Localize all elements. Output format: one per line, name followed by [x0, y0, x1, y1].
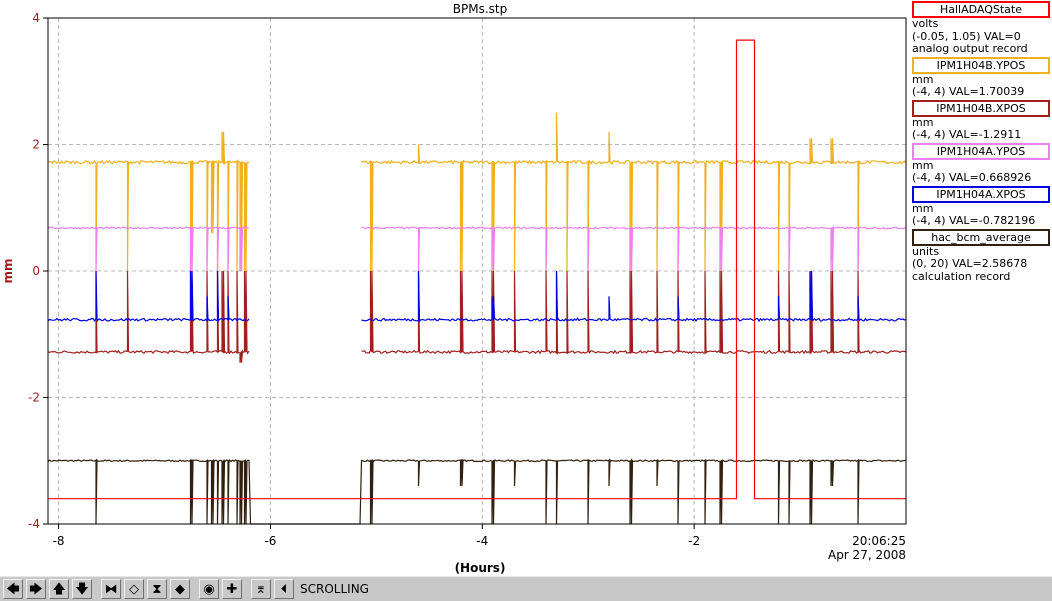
end-time-label: 20:06:25 [852, 534, 906, 548]
series-line-ipm1h04a-xpos [47, 270, 907, 323]
series-line-ipm1h04b-xpos [47, 270, 907, 363]
legend-units: mm [912, 115, 934, 129]
y-tick-label: 0 [32, 264, 40, 278]
legend-units: mm [912, 72, 934, 86]
series-line-halladaqstate [48, 39, 906, 500]
legend-range-value: (-4, 4) VAL=0.668926 [912, 171, 1032, 184]
scroll-right-icon[interactable]: 🡆 [26, 579, 46, 599]
zoom-out-y-icon[interactable]: ◆ [170, 579, 190, 599]
scroll-mode-icon[interactable]: ⏴ [274, 579, 294, 599]
zoom-in-x-icon[interactable]: ⧓ [101, 579, 121, 599]
series-line-ipm1h04a-ypos [47, 225, 907, 272]
y-axis-label: mm [1, 258, 15, 283]
axis-ticks: -8 -6 -4 -2 -4 -2 0 2 4 [28, 11, 700, 548]
legend-entry[interactable]: IPM1H04B.YPOS [912, 56, 1050, 74]
x-tick-label: -2 [688, 534, 700, 548]
legend: HallADAQState volts (-0.05, 1.05) VAL=0 ana… [912, 0, 1052, 283]
legend-range-value: (-0.05, 1.05) VAL=0 [912, 29, 1021, 43]
legend-entry[interactable]: IPM1H04A.XPOS [912, 185, 1050, 203]
x-tick-label: -6 [264, 534, 276, 548]
zoom-in-y-icon[interactable]: ⧗ [147, 579, 167, 599]
x-axis-label: (Hours) [455, 561, 506, 575]
legend-entry[interactable]: IPM1H04A.YPOS [912, 142, 1050, 160]
grid [48, 18, 906, 524]
legend-record-type: analog output record [912, 42, 1028, 55]
y-tick-label: -4 [28, 517, 40, 531]
y-tick-label: -2 [28, 391, 40, 405]
auto-zoom-icon[interactable]: ◉ [199, 579, 219, 599]
scroll-left-icon[interactable]: 🡄 [3, 579, 23, 599]
end-date-label: Apr 27, 2008 [828, 548, 906, 562]
toolbar: 🡄 🡆 🡅 🡇 ⧓ ◇ ⧗ ◆ ◉ ✚ ⌆ ⏴ SCROLLING [0, 576, 1052, 601]
legend-record-type: calculation record [912, 269, 1011, 283]
legend-units: mm [912, 158, 934, 172]
zoom-out-x-icon[interactable]: ◇ [124, 579, 144, 599]
legend-range-value: (-4, 4) VAL=-0.782196 [912, 214, 1036, 227]
crosshair-icon[interactable]: ✚ [222, 579, 242, 599]
undo-zoom-icon[interactable]: ⌆ [251, 579, 271, 599]
scroll-up-icon[interactable]: 🡅 [49, 579, 69, 599]
legend-entry[interactable]: HallADAQState [912, 1, 1050, 18]
legend-range-value: (-4, 4) VAL=1.70039 [912, 85, 1025, 98]
strip-chart[interactable]: BPMs.stp mm (Hours) 20:06:25 Apr 27, 200… [0, 0, 910, 576]
legend-range-value: (0, 20) VAL=2.58678 [912, 257, 1028, 270]
y-tick-label: 4 [32, 11, 40, 25]
legend-units: mm [912, 201, 934, 215]
y-tick-label: 2 [32, 138, 40, 152]
series-layer [47, 39, 907, 525]
scroll-down-icon[interactable]: 🡇 [72, 579, 92, 599]
series-line-hac-bcm-average [47, 457, 907, 525]
legend-units: volts [912, 17, 939, 30]
legend-units: units [912, 244, 940, 258]
scroll-status: SCROLLING [300, 582, 369, 596]
x-tick-label: -8 [53, 534, 65, 548]
plot-frame [47, 17, 907, 525]
series-line-ipm1h04b-ypos [47, 112, 907, 272]
legend-entry[interactable]: IPM1H04B.XPOS [912, 99, 1050, 117]
x-tick-label: -4 [476, 534, 488, 548]
legend-range-value: (-4, 4) VAL=-1.2911 [912, 128, 1022, 141]
chart-title: BPMs.stp [453, 2, 507, 16]
legend-entry[interactable]: hac_bcm_average [912, 228, 1050, 246]
